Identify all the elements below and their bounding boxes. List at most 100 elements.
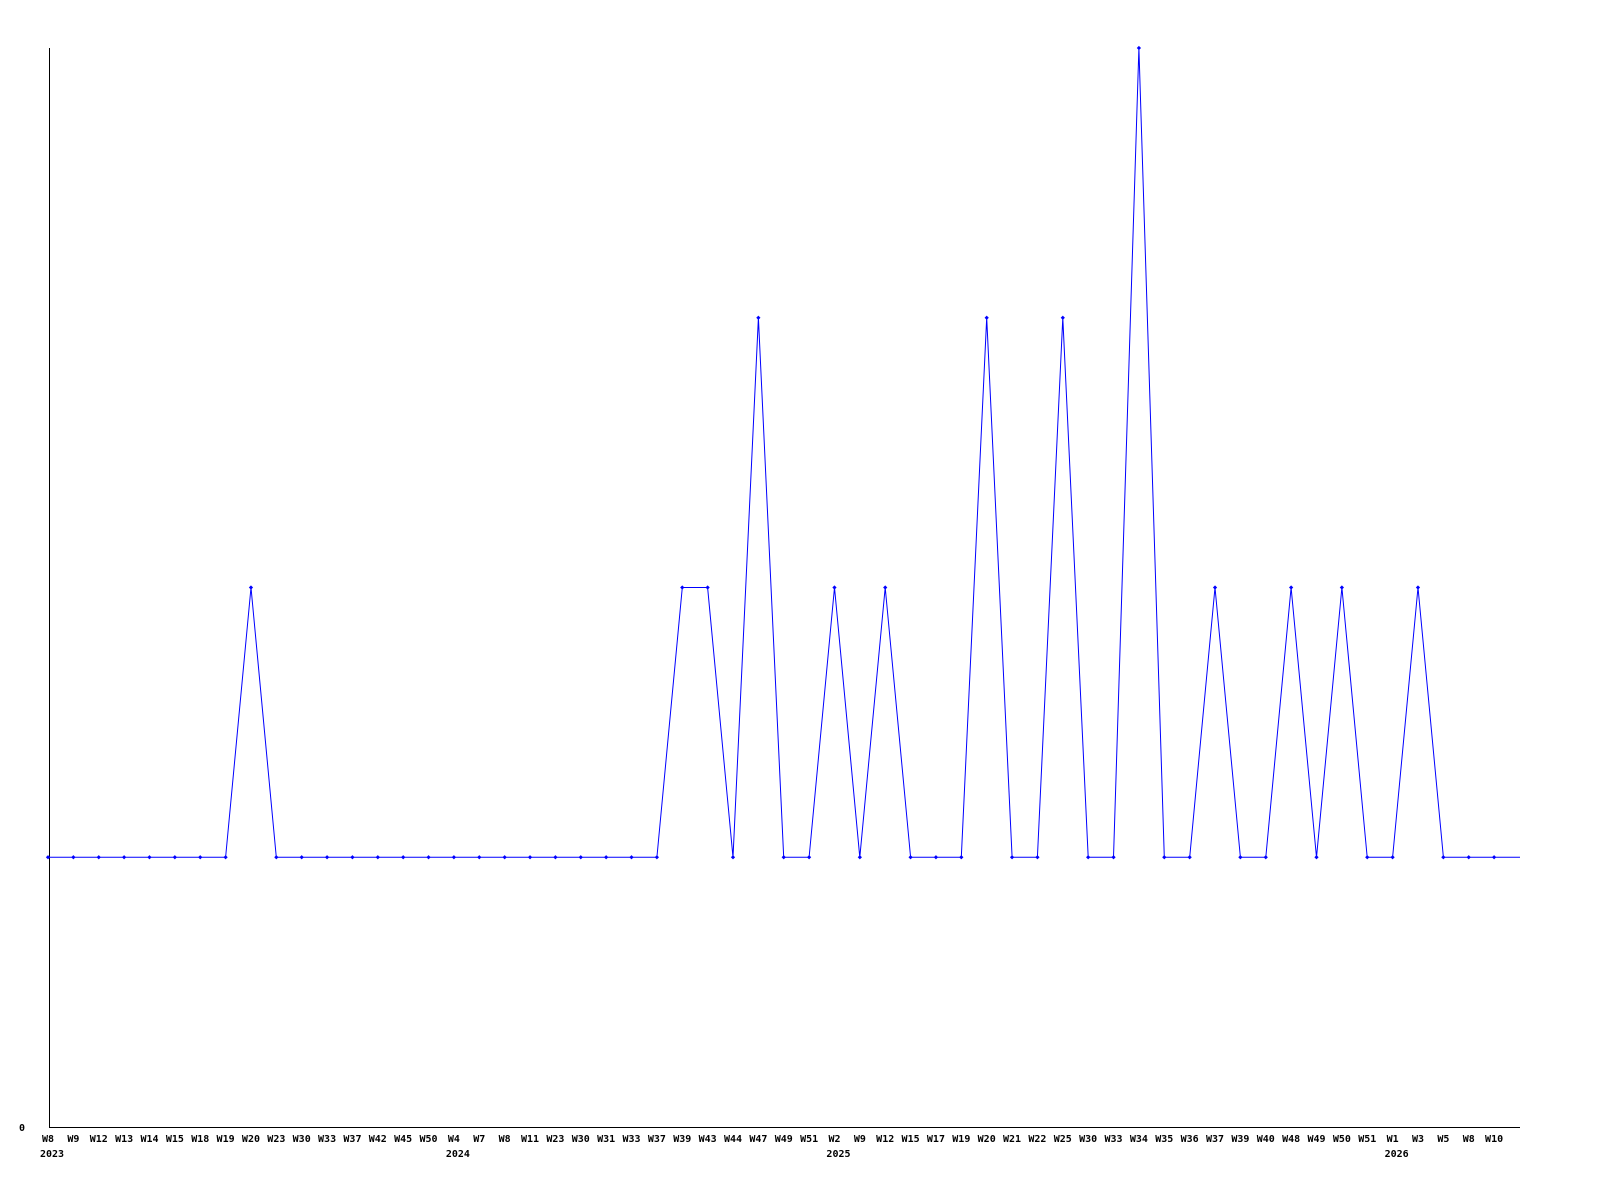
x-tick-label: W2 <box>828 1134 840 1145</box>
data-point <box>1187 855 1192 860</box>
data-point <box>984 315 989 320</box>
x-tick-label: W19 <box>217 1134 235 1145</box>
x-tick-label: W40 <box>1257 1134 1275 1145</box>
x-year-label: 2024 <box>446 1149 470 1160</box>
x-tick-label: W51 <box>800 1134 818 1145</box>
x-tick-label: W1 <box>1387 1134 1399 1145</box>
data-point <box>324 855 330 860</box>
x-tick-label: W15 <box>902 1134 920 1145</box>
x-tick-label: W13 <box>115 1134 133 1145</box>
x-tick-label: W20 <box>978 1134 996 1145</box>
data-point <box>1390 855 1395 860</box>
data-point <box>1086 855 1091 860</box>
data-point <box>857 855 862 860</box>
data-point <box>553 855 558 860</box>
data-point <box>1238 855 1243 860</box>
data-point <box>172 855 177 860</box>
data-point <box>477 855 482 860</box>
x-tick-label: W49 <box>775 1134 793 1145</box>
data-point <box>96 855 101 860</box>
data-point <box>1466 855 1471 860</box>
data-point <box>1441 855 1446 860</box>
x-tick-label: W23 <box>267 1134 285 1145</box>
x-tick-label: W37 <box>343 1134 361 1145</box>
x-tick-label: W25 <box>1054 1134 1072 1145</box>
data-point <box>730 855 736 860</box>
data-point <box>1339 585 1344 590</box>
data-point <box>350 855 355 860</box>
data-point <box>1009 855 1015 860</box>
data-point <box>933 855 939 860</box>
data-point <box>71 855 76 860</box>
data-point <box>1162 855 1167 860</box>
x-tick-label: W8 <box>42 1134 54 1145</box>
x-tick-label: W12 <box>90 1134 108 1145</box>
data-point <box>248 585 254 590</box>
x-tick-label: W30 <box>1079 1134 1097 1145</box>
y-tick-label: 0 <box>19 1123 25 1134</box>
x-tick-label: W23 <box>546 1134 564 1145</box>
data-point <box>781 855 786 860</box>
x-tick-label: W15 <box>166 1134 184 1145</box>
x-tick-label: W31 <box>597 1134 615 1145</box>
data-point <box>1111 855 1116 860</box>
data-point <box>604 855 609 860</box>
x-tick-label: W42 <box>369 1134 387 1145</box>
data-point <box>705 585 710 590</box>
data-point <box>1060 315 1065 320</box>
x-tick-label: W4 <box>448 1134 460 1145</box>
x-tick-label: W8 <box>499 1134 511 1145</box>
x-tick-label: W21 <box>1003 1134 1021 1145</box>
x-tick-label: W14 <box>140 1134 158 1145</box>
x-tick-label: W49 <box>1307 1134 1325 1145</box>
x-tick-label: W8 <box>1463 1134 1475 1145</box>
x-tick-label: W39 <box>673 1134 691 1145</box>
x-tick-label: W47 <box>749 1134 767 1145</box>
x-tick-label: W33 <box>1105 1134 1123 1145</box>
data-point <box>1035 855 1040 860</box>
data-point <box>832 585 837 590</box>
data-point <box>1314 855 1319 860</box>
x-tick-label: W48 <box>1282 1134 1300 1145</box>
data-point <box>147 855 152 860</box>
x-tick-label: W9 <box>854 1134 866 1145</box>
x-tick-label: W33 <box>622 1134 640 1145</box>
x-tick-label: W19 <box>952 1134 970 1145</box>
x-year-label: 2026 <box>1385 1149 1409 1160</box>
x-tick-label: W51 <box>1358 1134 1376 1145</box>
data-point <box>426 855 431 860</box>
x-tick-label: W37 <box>1206 1134 1224 1145</box>
x-tick-label: W37 <box>648 1134 666 1145</box>
data-point <box>1491 855 1497 860</box>
x-tick-label: W50 <box>1333 1134 1351 1145</box>
x-tick-label: W30 <box>293 1134 311 1145</box>
data-point <box>1263 855 1268 860</box>
x-year-label: 2025 <box>826 1149 850 1160</box>
data-point <box>274 855 279 860</box>
x-tick-label: W36 <box>1181 1134 1199 1145</box>
series-line <box>48 47 1520 858</box>
data-point <box>806 855 812 860</box>
x-tick-label: W44 <box>724 1134 742 1145</box>
x-tick-label: W35 <box>1155 1134 1173 1145</box>
x-tick-label: W43 <box>699 1134 717 1145</box>
data-point <box>959 855 964 860</box>
data-point <box>908 855 913 860</box>
data-point <box>375 855 380 860</box>
data-point <box>883 585 888 590</box>
data-point <box>198 855 203 860</box>
data-point <box>629 855 634 860</box>
x-tick-label: W34 <box>1130 1134 1148 1145</box>
data-point <box>1365 855 1370 860</box>
data-point <box>1136 45 1142 51</box>
x-tick-label: W33 <box>318 1134 336 1145</box>
x-tick-label: W18 <box>191 1134 209 1145</box>
data-point <box>299 855 304 860</box>
data-point <box>223 855 228 860</box>
x-tick-label: W22 <box>1028 1134 1046 1145</box>
data-point <box>654 855 660 860</box>
data-point <box>527 855 533 860</box>
x-year-label: 2023 <box>40 1149 64 1160</box>
data-point <box>401 855 406 860</box>
